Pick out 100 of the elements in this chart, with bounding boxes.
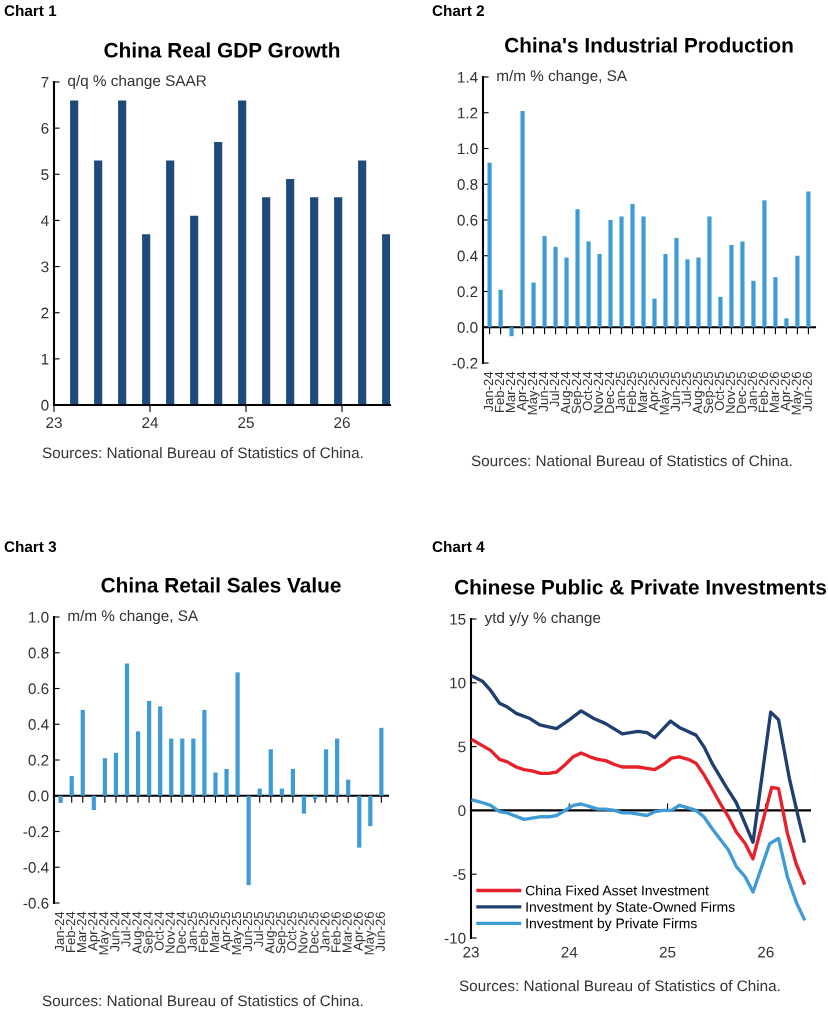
x-tick-label: Nov-25: [298, 911, 308, 953]
bar: [124, 663, 130, 796]
x-tick-label: Jan-24: [54, 911, 65, 952]
bar: [118, 100, 127, 405]
x-tick-label: Jul-25: [253, 911, 264, 948]
chart-title: Chinese Public & Private Investments: [454, 579, 827, 595]
bar: [597, 253, 602, 328]
x-tick-label: Feb-24: [494, 371, 505, 413]
x-tick-label: Jun-26: [375, 911, 385, 952]
bar: [142, 234, 151, 405]
x-tick-label: Jan-24: [483, 371, 494, 412]
x-tick-label: Sep-24: [571, 371, 584, 414]
x-tick-label: Feb-24: [65, 911, 76, 953]
chart-title: China Real GDP Growth: [104, 42, 340, 58]
bar: [751, 280, 756, 328]
x-tick-label: Jan-25: [187, 911, 197, 952]
x-tick-label: Dec-25: [736, 371, 746, 413]
bar: [180, 738, 185, 796]
x-tick-label: 24: [561, 946, 578, 958]
x-tick-label: May-26: [791, 371, 804, 415]
bar: [213, 772, 218, 796]
y-tick-label: 1.2: [458, 107, 478, 119]
bar: [357, 795, 362, 848]
bar: [586, 241, 591, 328]
x-tick-label: Nov-25: [725, 371, 735, 413]
bar: [91, 795, 96, 811]
bar: [358, 160, 367, 405]
y-axis-title: m/m % change, SA: [497, 69, 628, 85]
x-tick-label: Oct-24: [154, 911, 164, 951]
source-note: Sources: National Bureau of Statistics of China.: [42, 447, 363, 459]
bar: [718, 296, 723, 328]
y-tick-label: 1.0: [29, 611, 49, 623]
bar: [310, 197, 319, 405]
y-tick-label: 7: [41, 77, 49, 88]
bar: [69, 776, 74, 796]
bar: [542, 236, 547, 328]
line-series: [471, 674, 806, 844]
bar: [290, 768, 295, 796]
caption: Chart 3: [4, 540, 57, 553]
x-tick-label: Oct-24: [582, 371, 593, 411]
chart-title: China's Industrial Production: [505, 37, 793, 53]
bar: [147, 701, 152, 796]
y-tick-label: 1.0: [458, 143, 478, 155]
x-tick-label: 23: [46, 417, 62, 429]
caption: Chart 4: [432, 540, 485, 553]
x-tick-label: May-26: [364, 911, 377, 955]
bar: [498, 289, 503, 328]
x-tick-label: Feb-25: [198, 911, 208, 953]
x-tick-label: Dec-24: [176, 911, 186, 953]
bar: [379, 727, 384, 796]
y-tick-label: 0.8: [457, 179, 478, 190]
bar: [169, 738, 174, 796]
bar: [70, 100, 79, 405]
x-tick-label: Jun-25: [670, 371, 681, 412]
y-tick-label: 4: [40, 215, 49, 226]
y-tick-label: 0.0: [457, 322, 478, 333]
bar: [553, 246, 558, 328]
y-axis-title: q/q % change SAAR: [68, 74, 207, 90]
y-tick-label: 0.6: [28, 683, 49, 695]
x-tick-label: Mar-24: [505, 371, 516, 413]
x-tick-label: Apr-26: [780, 371, 793, 411]
y-tick-label: -0.2: [23, 826, 49, 838]
x-tick-label: Mar-25: [209, 911, 220, 953]
y-tick-label: 0.6: [457, 214, 478, 226]
x-tick-label: May-25: [231, 911, 244, 955]
y-tick-label: 3: [41, 261, 49, 273]
bar: [619, 216, 624, 328]
line-series: [471, 738, 806, 885]
bar: [740, 241, 745, 328]
bar: [262, 197, 271, 405]
x-tick-label: Mar-26: [769, 371, 779, 413]
chart-title: China Retail Sales Value: [101, 577, 341, 593]
y-tick-label: 0.2: [28, 754, 49, 766]
x-tick-label: Apr-25: [648, 371, 661, 411]
y-tick-label: 0.2: [457, 286, 478, 298]
bar: [641, 216, 646, 328]
x-tick-label: Jul-24: [549, 371, 560, 408]
bar: [663, 253, 668, 328]
x-tick-label: Mar-26: [342, 911, 352, 953]
x-tick-label: Jul-25: [681, 371, 692, 408]
x-tick-label: Jul-24: [120, 911, 131, 948]
x-tick-label: Aug-25: [264, 911, 277, 954]
bar: [382, 234, 390, 405]
x-tick-label: Jun-25: [242, 911, 253, 952]
source-note: Sources: National Bureau of Statistics of China.: [459, 980, 780, 992]
x-tick-label: Sep-25: [276, 911, 288, 954]
x-tick-label: Mar-25: [637, 371, 648, 413]
y-tick-label: -0.2: [452, 357, 478, 369]
bar: [191, 738, 196, 796]
x-tick-label: Feb-25: [626, 371, 637, 413]
y-tick-label: 15: [450, 614, 466, 625]
bar: [214, 141, 223, 405]
y-tick-label: 0: [458, 805, 466, 817]
y-tick-label: -5: [453, 869, 466, 880]
bar: [202, 709, 207, 796]
bar: [80, 709, 85, 796]
bar: [235, 672, 240, 796]
x-tick-label: Apr-26: [353, 911, 366, 951]
x-tick-label: Aug-24: [132, 911, 145, 954]
x-tick-label: 25: [238, 417, 254, 429]
